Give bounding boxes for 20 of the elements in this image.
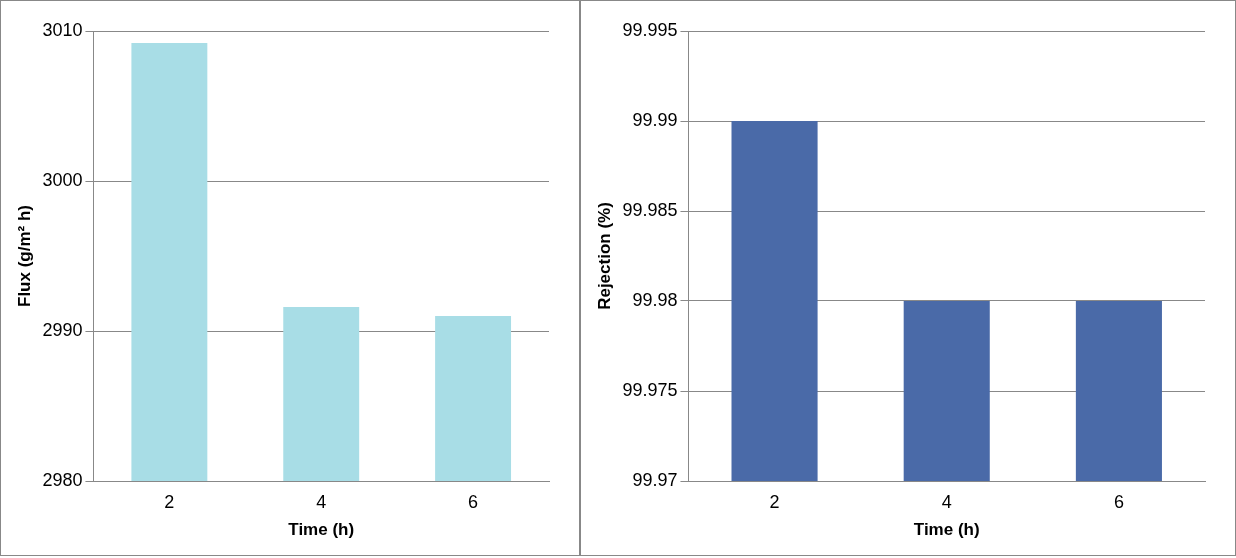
y-tick-label: 99.97 bbox=[632, 469, 678, 490]
x-axis-title: Time (h) bbox=[288, 520, 355, 540]
y-tick-label: 99.975 bbox=[622, 379, 678, 400]
y-tick-label: 2990 bbox=[42, 319, 83, 340]
y-tick-label: 99.995 bbox=[622, 19, 678, 40]
x-tick-label: 2 bbox=[164, 491, 175, 512]
y-axis-title: Flux (g/m² h) bbox=[14, 205, 34, 307]
x-axis-title: Time (h) bbox=[913, 520, 980, 540]
y-tick-label: 2980 bbox=[42, 469, 83, 490]
y-tick-label: 99.99 bbox=[632, 109, 678, 130]
y-axis-title: Rejection (%) bbox=[594, 202, 614, 310]
y-tick-label: 99.985 bbox=[622, 199, 678, 220]
y-tick-label: 3010 bbox=[42, 19, 83, 40]
x-tick-label: 4 bbox=[316, 491, 327, 512]
x-tick-label: 6 bbox=[468, 491, 479, 512]
y-tick-label: 3000 bbox=[42, 169, 83, 190]
x-tick-label: 6 bbox=[1113, 491, 1124, 512]
y-tick-label: 99.98 bbox=[632, 289, 678, 310]
x-tick-label: 2 bbox=[769, 491, 780, 512]
x-tick-label: 4 bbox=[941, 491, 952, 512]
